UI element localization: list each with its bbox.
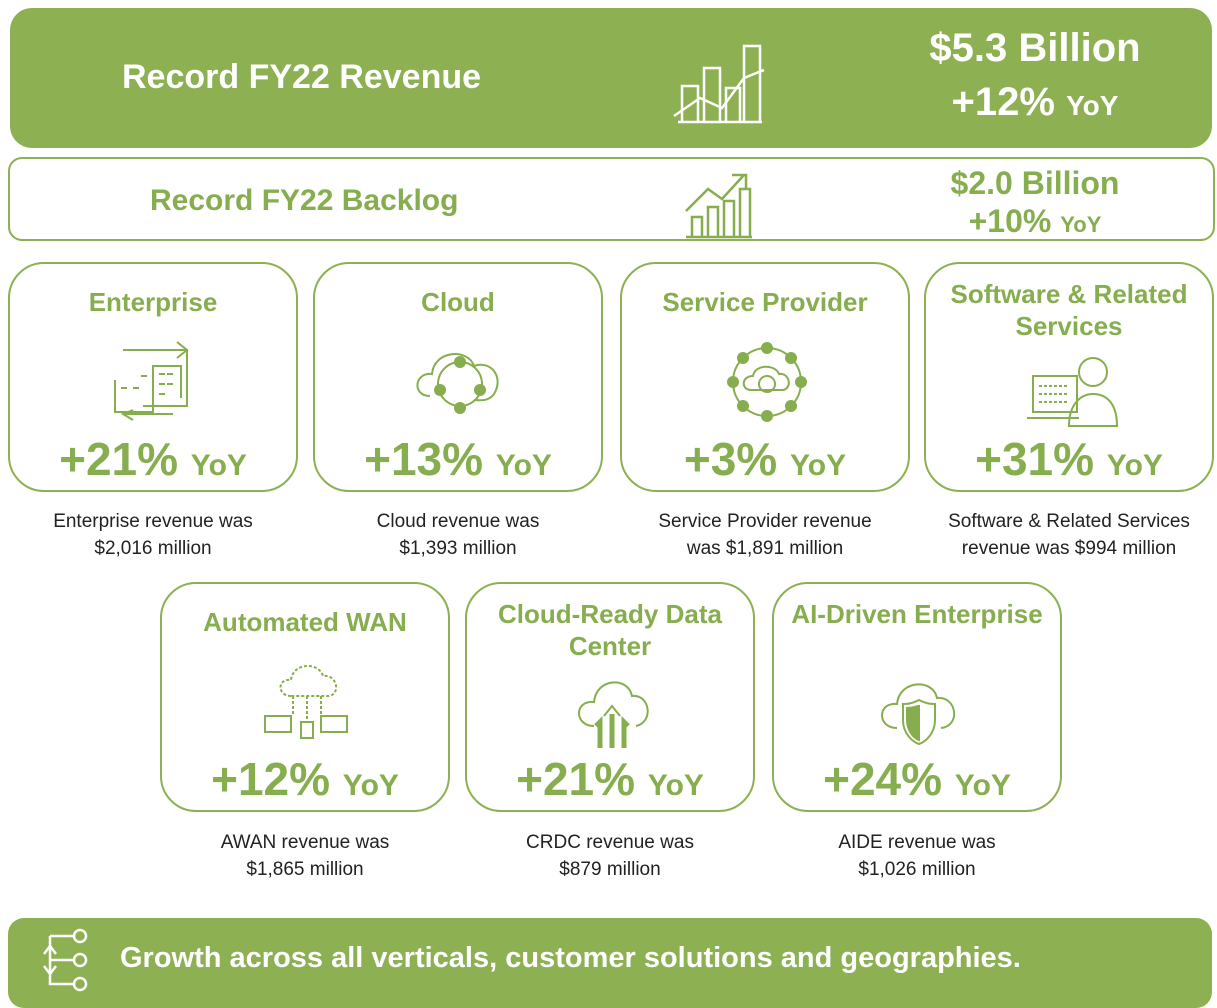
card-title: Enterprise	[88, 287, 218, 317]
card-title: Software & Related Services	[950, 279, 1188, 341]
revenue-growth: +12% YoY	[880, 80, 1190, 125]
revenue-banner: Record FY22 Revenue $5.3 Billion +12% Yo…	[10, 8, 1212, 148]
card-icon	[727, 342, 807, 422]
card: Cloud-Ready Data Center +21% YoY	[465, 582, 755, 812]
card-description: Software & Related Services revenue was $…	[904, 508, 1217, 562]
card-description: AIDE revenue was $1,026 million	[752, 829, 1082, 883]
description-line: $1,393 million	[399, 538, 517, 559]
description-line: Software & Related Services	[948, 511, 1190, 532]
backlog-banner: Record FY22 Backlog $2.0 Billion +10% Yo…	[8, 157, 1215, 241]
card-icon	[416, 353, 499, 414]
card: Automated WAN +12% YoY	[160, 582, 450, 812]
description-line: AWAN revenue was	[220, 832, 390, 853]
growth-unit: YoY	[647, 769, 704, 802]
description-line: AIDE revenue was	[838, 832, 996, 853]
growth-value: +21%	[516, 753, 636, 805]
card-icon	[578, 681, 649, 748]
card-growth: +13% YoY	[315, 432, 601, 486]
revenue-icon	[673, 44, 765, 124]
growth-value: +21%	[59, 433, 179, 485]
card: Software & Related Services +31% YoY	[924, 262, 1214, 492]
card: Cloud +13% YoY	[313, 262, 603, 492]
card-title: Service Provider	[662, 287, 868, 317]
card-icon	[881, 683, 956, 746]
revenue-amount: $5.3 Billion	[929, 26, 1141, 70]
footer-text: Growth across all verticals, customer so…	[120, 942, 1021, 974]
card-icon	[114, 341, 189, 421]
card-description: Enterprise revenue was $2,016 million	[0, 508, 318, 562]
revenue-title: Record FY22 Revenue	[122, 58, 482, 96]
description-line: CRDC revenue was	[526, 832, 694, 853]
card-growth: +24% YoY	[774, 752, 1060, 806]
backlog-unit: YoY	[1060, 212, 1102, 237]
description-line: Enterprise revenue was	[53, 511, 253, 532]
growth-unit: YoY	[342, 769, 399, 802]
growth-unit: YoY	[495, 449, 552, 482]
card-description: AWAN revenue was $1,865 million	[140, 829, 470, 883]
backlog-growth: +10% YoY	[910, 203, 1160, 240]
card-icon	[1027, 357, 1119, 427]
card-description: Cloud revenue was $1,393 million	[293, 508, 623, 562]
growth-value: +31%	[975, 433, 1095, 485]
revenue-growth-value: +12%	[951, 80, 1055, 124]
description-line: $2,016 million	[94, 538, 212, 559]
card: Enterprise +21% YoY	[8, 262, 298, 492]
card-description: Service Provider revenue was $1,891 milli…	[600, 508, 930, 562]
card: Service Provider +3% YoY	[620, 262, 910, 492]
footer-banner: Growth across all verticals, customer so…	[8, 918, 1212, 1008]
footer-icon	[43, 928, 88, 992]
card-description: CRDC revenue was $879 million	[445, 829, 775, 883]
description-line: revenue was $994 million	[961, 538, 1177, 559]
revenue-unit: YoY	[1066, 90, 1119, 121]
description-line: was $1,891 million	[686, 538, 844, 559]
growth-value: +12%	[211, 753, 331, 805]
growth-unit: YoY	[1106, 449, 1163, 482]
card-growth: +21% YoY	[10, 432, 296, 486]
growth-unit: YoY	[790, 449, 847, 482]
description-line: $879 million	[559, 859, 661, 880]
card-growth: +31% YoY	[926, 432, 1212, 486]
backlog-growth-value: +10%	[968, 203, 1052, 239]
card-title: Cloud-Ready Data Center	[498, 599, 722, 661]
growth-value: +24%	[823, 753, 943, 805]
growth-unit: YoY	[190, 449, 247, 482]
card: AI-Driven Enterprise +24% YoY	[772, 582, 1062, 812]
card-title: Automated WAN	[203, 607, 407, 637]
description-line: $1,026 million	[858, 859, 976, 880]
backlog-icon	[685, 173, 752, 239]
description-line: $1,865 million	[246, 859, 364, 880]
card-growth: +21% YoY	[467, 752, 753, 806]
description-line: Cloud revenue was	[376, 511, 540, 532]
growth-value: +3%	[683, 433, 778, 485]
card-title: AI-Driven Enterprise	[791, 599, 1043, 629]
card-title: Cloud	[421, 287, 495, 317]
card-growth: +3% YoY	[622, 432, 908, 486]
card-icon	[264, 665, 348, 739]
card-growth: +12% YoY	[162, 752, 448, 806]
backlog-title: Record FY22 Backlog	[150, 184, 459, 217]
description-line: Service Provider revenue	[658, 511, 872, 532]
backlog-amount: $2.0 Billion	[950, 165, 1120, 201]
growth-value: +13%	[364, 433, 484, 485]
growth-unit: YoY	[954, 769, 1011, 802]
